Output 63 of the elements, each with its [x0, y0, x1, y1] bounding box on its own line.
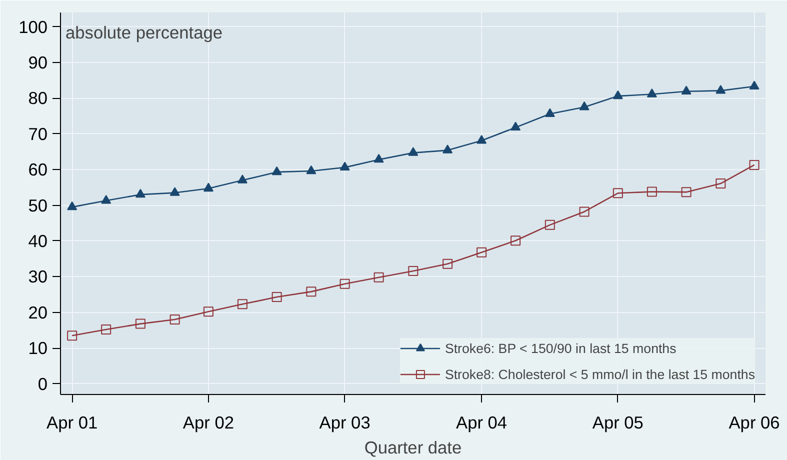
- point: [476, 134, 487, 144]
- point: [135, 318, 146, 329]
- point: [237, 174, 248, 184]
- point: [442, 144, 453, 154]
- point: [510, 122, 521, 131]
- point: [544, 220, 555, 230]
- y-axis-title: absolute percentage: [66, 22, 223, 42]
- y-tick-label: 20: [28, 302, 48, 322]
- y-tick-label: 70: [28, 124, 48, 144]
- y-tick-label: 90: [28, 52, 48, 72]
- point: [681, 187, 692, 198]
- point: [374, 154, 384, 163]
- point: [510, 236, 521, 246]
- point: [135, 188, 146, 198]
- point: [579, 206, 590, 217]
- y-tick-label: 60: [28, 160, 48, 180]
- x-tick-label: Apr 02: [182, 412, 234, 432]
- point: [203, 306, 214, 317]
- point: [374, 272, 384, 282]
- point: [306, 286, 316, 297]
- point: [272, 166, 282, 176]
- y-tick-label: 80: [28, 88, 48, 108]
- point: [716, 178, 726, 189]
- y-tick-label: 30: [28, 266, 48, 287]
- point: [67, 201, 78, 210]
- x-tick-label: Apr 03: [319, 412, 370, 432]
- point: [203, 182, 214, 192]
- point: [646, 186, 657, 197]
- point: [408, 147, 418, 156]
- point: [749, 160, 760, 170]
- x-tick-label: Apr 06: [728, 412, 780, 432]
- y-tick-label: 0: [38, 374, 48, 394]
- point: [272, 292, 282, 302]
- y-tick-label: 40: [28, 230, 48, 251]
- point: [101, 194, 112, 204]
- point: [306, 165, 316, 174]
- y-tick-label: 50: [28, 195, 48, 216]
- point: [612, 90, 623, 100]
- point: [170, 314, 180, 325]
- point: [237, 299, 248, 310]
- point: [340, 278, 350, 289]
- point: [101, 324, 112, 335]
- point: [340, 162, 350, 171]
- x-tick-label: Apr 05: [592, 412, 644, 432]
- x-tick-label: Apr 04: [456, 412, 508, 432]
- x-axis-title: Quarter date: [364, 438, 462, 458]
- y-tick-label: 100: [18, 16, 48, 37]
- point: [476, 247, 487, 258]
- point: [579, 101, 590, 110]
- y-tick-label: 10: [28, 338, 48, 358]
- point: [544, 108, 555, 117]
- point: [442, 258, 453, 269]
- point: [646, 88, 657, 98]
- point: [749, 80, 760, 90]
- point: [612, 188, 623, 198]
- x-tick-label: Apr 01: [46, 412, 98, 432]
- point: [681, 86, 692, 94]
- point: [170, 187, 180, 196]
- point: [408, 266, 418, 276]
- legend-label: Stroke8: Cholesterol < 5 mmo/l in the last 15 months: [444, 366, 755, 382]
- point: [716, 84, 726, 94]
- point: [67, 330, 78, 341]
- legend-label: Stroke6: BP < 150/90 in last 15 months: [444, 340, 676, 356]
